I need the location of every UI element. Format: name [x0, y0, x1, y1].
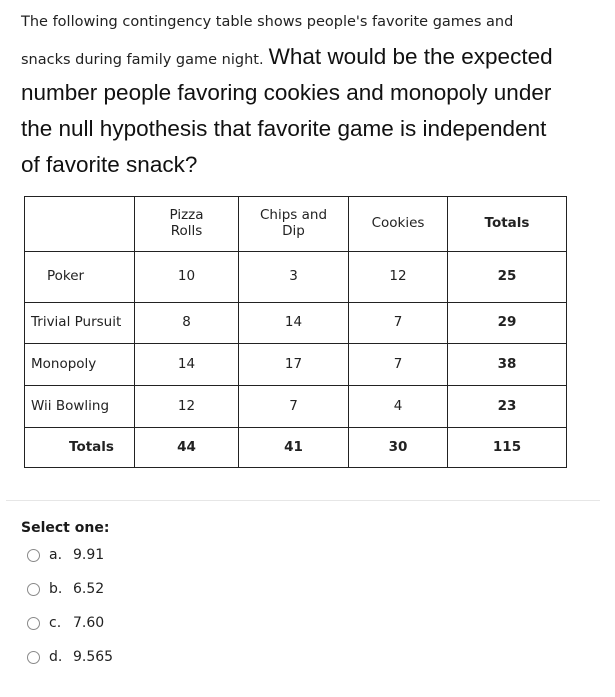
answer-option-b[interactable]: b. 6.52 — [27, 579, 104, 599]
option-letter: d. — [49, 649, 63, 665]
table-cell: 10 — [134, 251, 239, 303]
option-value: 9.565 — [73, 649, 114, 665]
radio-button-icon[interactable] — [27, 616, 40, 630]
table-row: Poker 10 3 12 25 — [24, 251, 567, 303]
table-cell: 7 — [348, 302, 448, 344]
header-pizza-rolls-label: Pizza Rolls — [169, 207, 204, 239]
radio-button-icon[interactable] — [27, 650, 40, 664]
header-cell-cookies: Cookies — [348, 196, 448, 252]
header-cell-pizza-rolls: Pizza Rolls — [134, 196, 239, 252]
question-line-2: snacks during family game night. What wo… — [21, 44, 553, 70]
option-value: 6.52 — [73, 581, 105, 597]
question-line-3: number people favoring cookies and monop… — [21, 80, 552, 105]
table-row: Trivial Pursuit 8 14 7 29 — [24, 302, 567, 344]
option-letter: a. — [49, 547, 63, 563]
answer-option-c[interactable]: c. 7.60 — [27, 613, 104, 633]
header-cell-empty — [24, 196, 135, 252]
row-label-totals: Totals — [24, 427, 135, 468]
table-header-row: Pizza Rolls Chips and Dip Cookies Totals — [24, 196, 567, 252]
table-cell: 14 — [238, 302, 349, 344]
table-cell: 8 — [134, 302, 239, 344]
radio-button-icon[interactable] — [27, 548, 40, 562]
table-cell: 12 — [348, 251, 448, 303]
question-line-2-small: snacks during family game night. — [21, 52, 264, 68]
question-line-4: the null hypothesis that favorite game i… — [21, 116, 547, 141]
header-cell-chips-and-dip: Chips and Dip — [238, 196, 349, 252]
table-cell-total: 44 — [134, 427, 239, 468]
table-cell: 7 — [348, 343, 448, 386]
question-line-2-big: What would be the expected — [268, 44, 553, 69]
table-cell-total: 30 — [348, 427, 448, 468]
select-one-label: Select one: — [21, 520, 110, 536]
table-totals-row: Totals 44 41 30 115 — [24, 427, 567, 468]
table-row: Monopoly 14 17 7 38 — [24, 343, 567, 386]
row-label-poker: Poker — [24, 251, 135, 303]
radio-button-icon[interactable] — [27, 582, 40, 596]
option-value: 7.60 — [73, 615, 105, 631]
table-cell: 3 — [238, 251, 349, 303]
table-cell: 14 — [134, 343, 239, 386]
table-cell: 4 — [348, 385, 448, 428]
option-letter: c. — [49, 615, 62, 631]
table-cell-total: 38 — [447, 343, 567, 386]
table-cell: 7 — [238, 385, 349, 428]
answer-option-d[interactable]: d. 9.565 — [27, 647, 113, 667]
table-cell-total: 25 — [447, 251, 567, 303]
option-letter: b. — [49, 581, 63, 597]
table-cell: 17 — [238, 343, 349, 386]
header-cell-totals: Totals — [447, 196, 567, 252]
table-cell: 12 — [134, 385, 239, 428]
answer-option-a[interactable]: a. 9.91 — [27, 545, 104, 565]
section-divider — [6, 500, 600, 501]
question-line-5: of favorite snack? — [21, 152, 198, 177]
table-row: Wii Bowling 12 7 4 23 — [24, 385, 567, 428]
question-line-1: The following contingency table shows pe… — [21, 14, 514, 30]
option-value: 9.91 — [73, 547, 105, 563]
row-label-monopoly: Monopoly — [24, 343, 135, 386]
header-chips-and-dip-label: Chips and Dip — [259, 207, 328, 239]
table-cell-grand-total: 115 — [447, 427, 567, 468]
row-label-wii-bowling: Wii Bowling — [24, 385, 135, 428]
table-cell-total: 41 — [238, 427, 349, 468]
table-cell-total: 29 — [447, 302, 567, 344]
table-cell-total: 23 — [447, 385, 567, 428]
contingency-table: Pizza Rolls Chips and Dip Cookies Totals… — [24, 196, 567, 468]
row-label-trivial-pursuit: Trivial Pursuit — [24, 302, 135, 344]
